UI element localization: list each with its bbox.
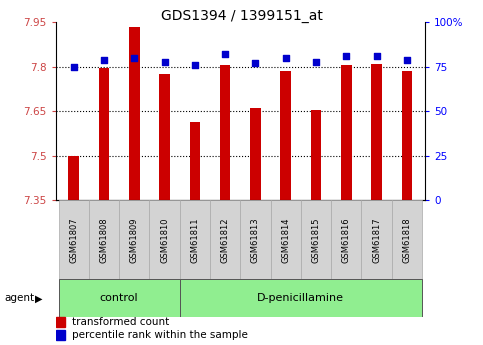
Text: GSM61809: GSM61809 bbox=[130, 217, 139, 263]
Bar bbox=[99, 68, 109, 200]
Bar bbox=[56, 317, 65, 327]
Point bbox=[100, 57, 108, 62]
Bar bbox=[392, 200, 422, 279]
Bar bbox=[220, 65, 230, 200]
Bar bbox=[281, 71, 291, 200]
Bar bbox=[361, 200, 392, 279]
Text: transformed count: transformed count bbox=[72, 317, 170, 327]
Text: D-penicillamine: D-penicillamine bbox=[257, 294, 344, 303]
Text: control: control bbox=[100, 294, 139, 303]
Text: GSM61817: GSM61817 bbox=[372, 217, 381, 263]
Bar bbox=[159, 74, 170, 200]
Bar bbox=[58, 200, 89, 279]
Bar bbox=[250, 108, 261, 200]
Text: GSM61816: GSM61816 bbox=[342, 217, 351, 263]
Point bbox=[403, 57, 411, 62]
Bar bbox=[69, 156, 79, 200]
Bar bbox=[401, 71, 412, 200]
Bar bbox=[341, 65, 352, 200]
Bar bbox=[180, 200, 210, 279]
Text: GDS1394 / 1399151_at: GDS1394 / 1399151_at bbox=[160, 9, 323, 23]
Text: ▶: ▶ bbox=[35, 294, 43, 303]
Text: GSM61808: GSM61808 bbox=[99, 217, 109, 263]
Text: GSM61815: GSM61815 bbox=[312, 217, 321, 263]
Bar bbox=[301, 200, 331, 279]
Bar bbox=[210, 200, 241, 279]
Text: GSM61810: GSM61810 bbox=[160, 217, 169, 263]
Bar bbox=[58, 279, 180, 317]
Point bbox=[130, 55, 138, 61]
Text: GSM61812: GSM61812 bbox=[221, 217, 229, 263]
Bar bbox=[89, 200, 119, 279]
Point bbox=[342, 53, 350, 59]
Bar bbox=[56, 331, 65, 340]
Text: agent: agent bbox=[5, 294, 35, 303]
Text: GSM61811: GSM61811 bbox=[190, 217, 199, 263]
Bar bbox=[180, 279, 422, 317]
Bar bbox=[189, 122, 200, 200]
Bar bbox=[270, 200, 301, 279]
Bar bbox=[331, 200, 361, 279]
Point bbox=[373, 53, 381, 59]
Point bbox=[161, 59, 169, 64]
Bar bbox=[311, 110, 321, 200]
Point bbox=[70, 64, 78, 70]
Text: GSM61813: GSM61813 bbox=[251, 217, 260, 263]
Bar bbox=[119, 200, 149, 279]
Point bbox=[191, 62, 199, 68]
Text: GSM61814: GSM61814 bbox=[281, 217, 290, 263]
Bar bbox=[149, 200, 180, 279]
Bar bbox=[371, 64, 382, 200]
Point bbox=[252, 60, 259, 66]
Point bbox=[312, 59, 320, 64]
Point bbox=[221, 52, 229, 57]
Text: GSM61818: GSM61818 bbox=[402, 217, 412, 263]
Bar bbox=[241, 200, 270, 279]
Text: percentile rank within the sample: percentile rank within the sample bbox=[72, 331, 248, 340]
Bar bbox=[129, 27, 140, 200]
Point bbox=[282, 55, 290, 61]
Text: GSM61807: GSM61807 bbox=[69, 217, 78, 263]
